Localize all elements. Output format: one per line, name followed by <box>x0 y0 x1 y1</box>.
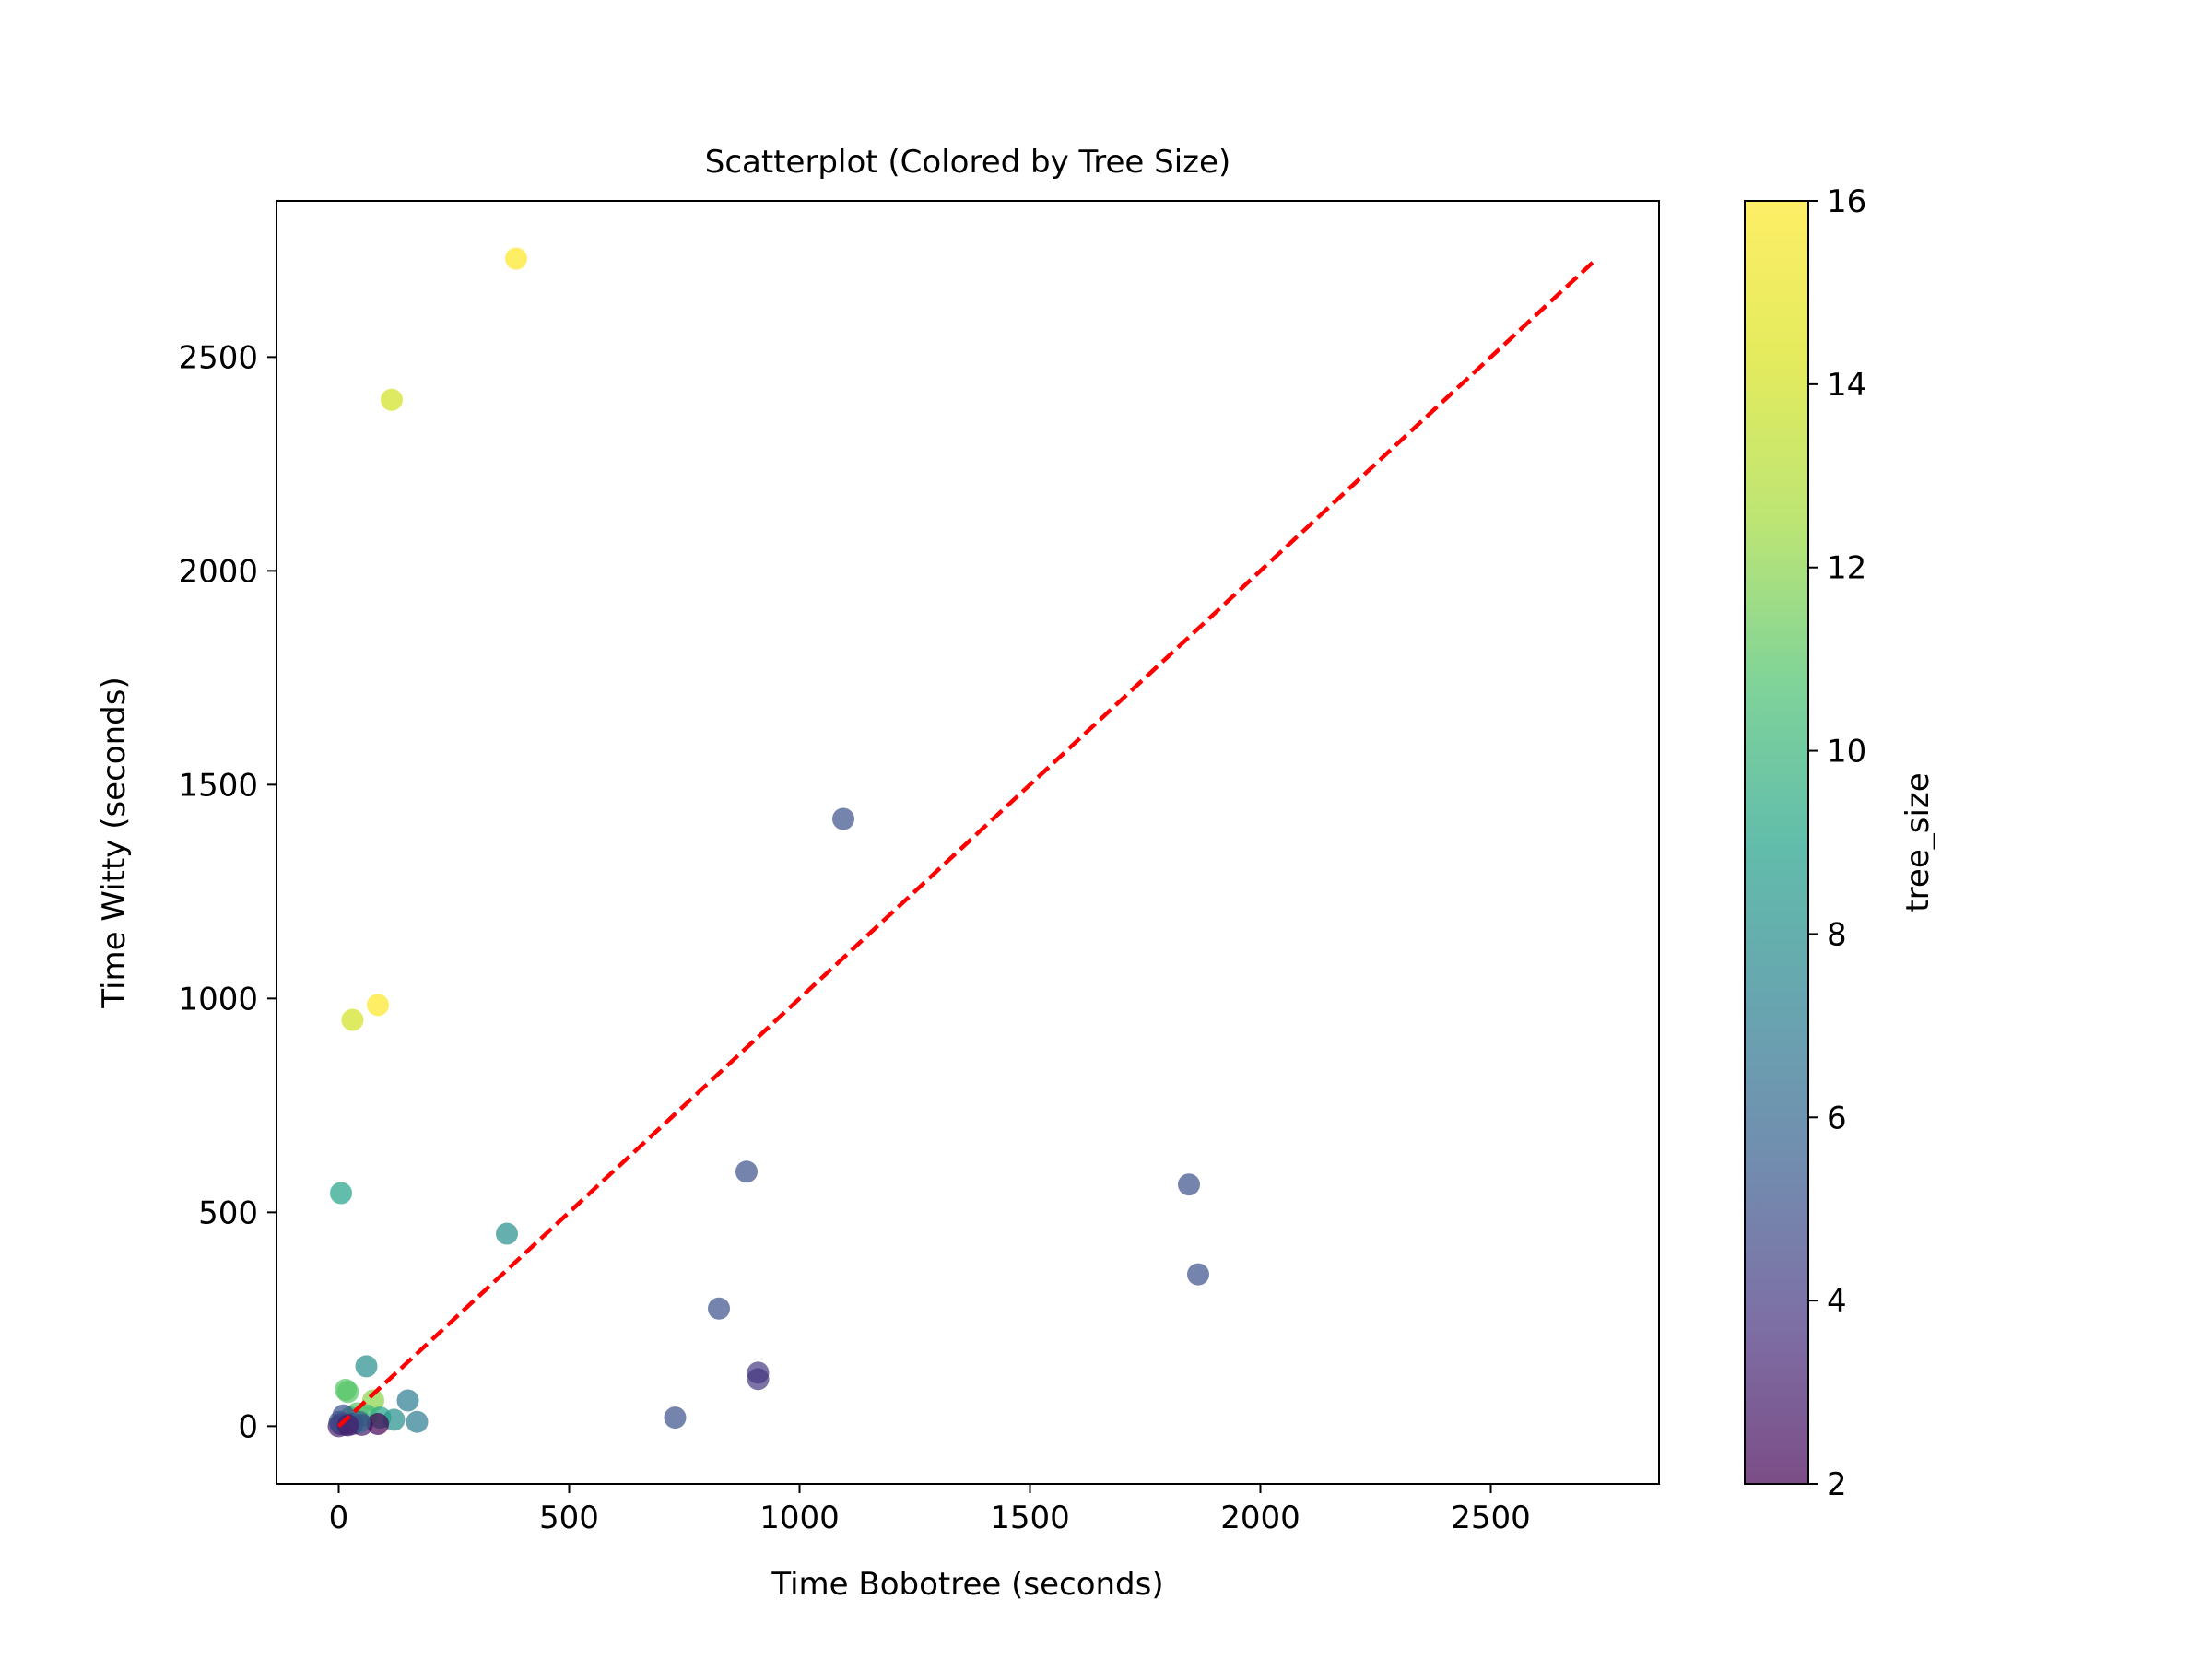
colorbar-tick-label: 6 <box>1827 1100 1847 1136</box>
colorbar-tick-label: 2 <box>1827 1466 1847 1503</box>
x-tick-label: 0 <box>329 1500 349 1536</box>
scatter-point <box>336 1414 359 1437</box>
y-tick-label: 2000 <box>178 553 258 590</box>
x-tick-label: 1500 <box>990 1500 1070 1536</box>
y-tick-label: 2500 <box>178 339 258 376</box>
scatter-point <box>330 1182 352 1205</box>
points-layer <box>327 247 1209 1438</box>
chart-title: Scatterplot (Colored by Tree Size) <box>705 144 1230 181</box>
reference-line <box>336 256 1599 1429</box>
scatter-point <box>355 1355 378 1378</box>
scatter-point <box>832 807 854 830</box>
x-tick-label: 2000 <box>1220 1500 1300 1536</box>
scatter-point <box>341 1008 364 1031</box>
y-tick-label: 1000 <box>178 981 258 1018</box>
scatter-point <box>381 388 403 411</box>
scatter-point <box>406 1410 429 1433</box>
scatter-point <box>336 1381 359 1404</box>
y-tick-label: 0 <box>238 1408 258 1445</box>
colorbar <box>1744 200 1809 1485</box>
x-tick-label: 1000 <box>759 1500 840 1536</box>
y-axis-ticks: 0 500 1000 1500 2000 2500 <box>178 339 276 1445</box>
scatter-point <box>367 1413 389 1436</box>
colorbar-tick-label: 14 <box>1827 367 1866 404</box>
y-tick-label: 1500 <box>178 767 258 804</box>
reference-line-layer <box>336 256 1599 1429</box>
colorbar-tick-label: 12 <box>1827 550 1866 587</box>
colorbar-tick-label: 16 <box>1827 183 1866 220</box>
x-tick-label: 2500 <box>1451 1500 1531 1536</box>
plot-frame <box>276 200 1660 1485</box>
scatter-point <box>496 1222 518 1245</box>
colorbar-label: tree_size <box>1900 772 1936 912</box>
scatter-point <box>735 1160 758 1183</box>
scatter-point <box>505 247 527 270</box>
colorbar-tick-label: 4 <box>1827 1283 1847 1320</box>
colorbar-tick-label: 8 <box>1827 916 1847 953</box>
colorbar-tick-label: 10 <box>1827 734 1866 771</box>
x-axis-label: Time Bobotree (seconds) <box>771 1566 1163 1603</box>
scatter-point <box>664 1406 687 1430</box>
scatter-point <box>367 994 389 1017</box>
colorbar-ticks: 2 4 6 8 10 12 14 16 <box>1808 183 1866 1503</box>
scatter-point <box>396 1389 419 1412</box>
y-tick-label: 500 <box>198 1194 258 1231</box>
scatter-point <box>747 1368 770 1391</box>
y-axis-label: Time Witty (seconds) <box>96 677 133 1008</box>
scatter-point <box>1178 1173 1200 1196</box>
scatter-point <box>1187 1263 1209 1286</box>
scatter-point <box>708 1297 730 1320</box>
x-tick-label: 500 <box>539 1500 599 1536</box>
x-axis-ticks: 0 500 1000 1500 2000 2500 <box>329 1484 1531 1536</box>
